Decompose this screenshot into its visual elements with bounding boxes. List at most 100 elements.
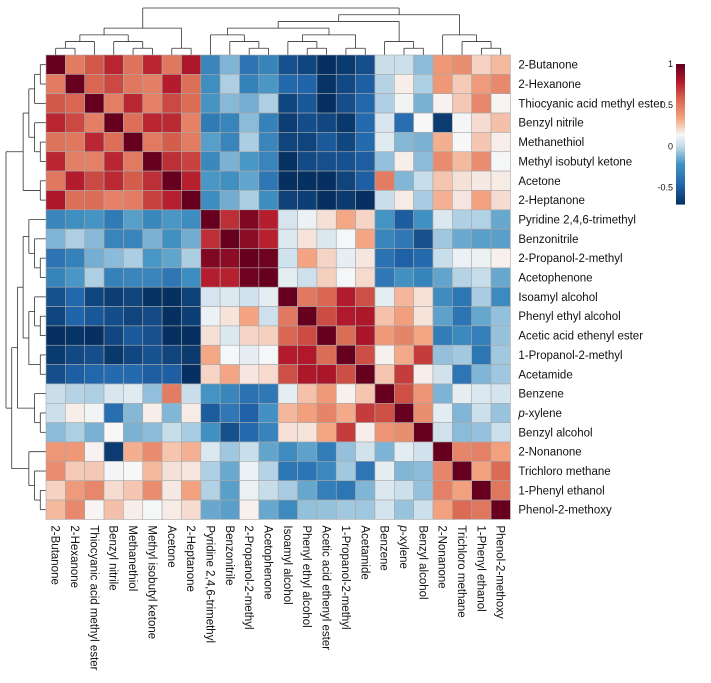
heatmap-cell (200, 499, 221, 520)
heatmap-cell (219, 74, 240, 94)
heatmap-cell (123, 112, 144, 133)
heatmap-cell (393, 209, 414, 230)
heatmap-cell (181, 422, 202, 443)
heatmap-cell (239, 267, 260, 288)
heatmap-cell (219, 383, 240, 404)
heatmap-cell (297, 190, 318, 211)
heatmap-cell (393, 480, 414, 501)
heatmap-cell (161, 325, 182, 346)
colorbar-segment (676, 176, 685, 179)
heatmap-cell (393, 306, 414, 327)
row-label: Methanethiol (518, 137, 584, 149)
heatmap-cell (316, 286, 337, 307)
heatmap-cell (490, 441, 511, 462)
heatmap-cell (432, 499, 453, 520)
heatmap-cell (355, 132, 376, 153)
heatmap-cell (103, 74, 124, 94)
heatmap-cell (65, 54, 85, 75)
heatmap-cell (258, 286, 279, 307)
heatmap-cell (471, 441, 492, 462)
row-label: Benzyl alcohol (518, 427, 592, 439)
heatmap-cell (413, 170, 434, 191)
heatmap-cell (219, 306, 240, 327)
heatmap-cell (471, 499, 492, 520)
heatmap-cell (452, 286, 473, 307)
colorbar-segment (676, 166, 685, 169)
heatmap-cell (45, 209, 66, 230)
colorbar-segment (676, 164, 685, 167)
heatmap-cell (258, 209, 279, 230)
heatmap-cell (65, 286, 85, 307)
heatmap-cell (355, 461, 376, 482)
heatmap-cell (219, 54, 240, 75)
heatmap-cell (142, 383, 163, 404)
heatmap-cell (142, 170, 163, 191)
colorbar-segment (676, 192, 685, 195)
heatmap-cell (181, 325, 202, 346)
heatmap-cell (103, 112, 124, 133)
heatmap-cell (181, 267, 202, 288)
heatmap-cell (277, 286, 298, 307)
heatmap-cell (142, 248, 163, 269)
heatmap-cell (490, 306, 511, 327)
heatmap-cell (316, 402, 337, 423)
row-label: Acetamide (518, 369, 572, 381)
heatmap-cell (65, 306, 85, 327)
heatmap-cell (355, 364, 376, 385)
heatmap-cell (181, 112, 202, 133)
heatmap-cell (277, 74, 298, 94)
heatmap-cell (452, 248, 473, 269)
column-label: Pyridine 2,4,6-trimethyl (204, 525, 216, 643)
heatmap-cell (316, 54, 337, 75)
heatmap-cell (374, 461, 395, 482)
heatmap-cell (355, 112, 376, 133)
heatmap-cell (471, 112, 492, 133)
heatmap-cell (452, 93, 473, 114)
heatmap-cell (161, 190, 182, 211)
heatmap-cell (200, 364, 221, 385)
colorbar-segment (676, 78, 685, 81)
heatmap-cell (142, 112, 163, 133)
heatmap-cell (335, 422, 356, 443)
heatmap-cell (258, 248, 279, 269)
heatmap-cell (432, 267, 453, 288)
heatmap-cell (374, 93, 395, 114)
heatmap-cell (452, 209, 473, 230)
heatmap-cell (393, 364, 414, 385)
heatmap-cell (123, 286, 144, 307)
row-label: 1-Phenyl ethanol (518, 485, 604, 497)
heatmap-cell (65, 228, 85, 249)
row-label: Phenyl ethyl alcohol (518, 311, 620, 323)
heatmap-cell (161, 344, 182, 365)
heatmap-cell (258, 306, 279, 327)
heatmap-cell (181, 190, 202, 211)
heatmap-cell (413, 499, 434, 520)
column-label: Trichloro methane (455, 525, 467, 617)
heatmap-cell (258, 325, 279, 346)
heatmap-cell (103, 461, 124, 482)
heatmap-cell (161, 170, 182, 191)
heatmap-cell (452, 441, 473, 462)
row-label: 2-Propanol-2-methyl (518, 253, 622, 265)
heatmap-cell (258, 228, 279, 249)
heatmap-cell (65, 74, 85, 94)
colorbar-segment (676, 170, 685, 173)
colorbar-segment (676, 114, 685, 117)
heatmap-cell (181, 74, 202, 94)
heatmap-cell (123, 383, 144, 404)
heatmap-cell (45, 74, 66, 94)
heatmap-cell (103, 209, 124, 230)
heatmap-cell (123, 151, 144, 172)
heatmap-cell (219, 325, 240, 346)
heatmap-cell (335, 325, 356, 346)
heatmap-cell (142, 228, 163, 249)
heatmap-cell (297, 383, 318, 404)
heatmap-cell (239, 228, 260, 249)
heatmap-cell (432, 151, 453, 172)
heatmap-cell (258, 344, 279, 365)
heatmap-cell (123, 480, 144, 501)
heatmap-cell (335, 286, 356, 307)
heatmap-cell (258, 480, 279, 501)
heatmap-cell (490, 54, 511, 75)
colorbar-segment (676, 72, 685, 75)
